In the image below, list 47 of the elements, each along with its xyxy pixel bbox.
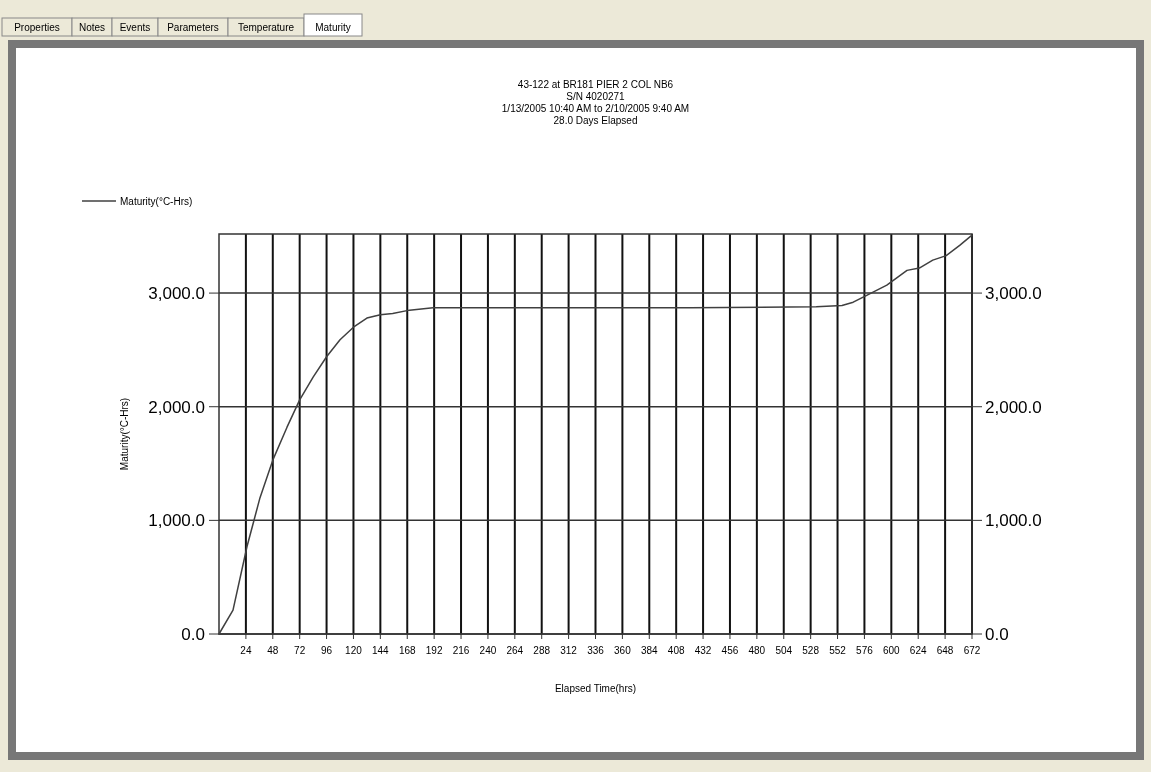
x-tick-label: 168 [398, 645, 417, 656]
x-tick-label: 432 [694, 645, 712, 656]
y2-tick-label: 1,000.0 [985, 511, 1042, 531]
x-tick-label: 120 [345, 645, 363, 656]
y2-tick-label: 3,000.0 [985, 284, 1042, 304]
chart-title: 43-122 at BR181 PIER 2 COL NB6 [517, 79, 674, 90]
x-tick-label: 144 [372, 645, 390, 656]
x-tick-label: 24 [240, 645, 252, 656]
x-tick-label: 360 [614, 645, 632, 656]
x-tick-label: 456 [721, 645, 739, 656]
x-tick-label: 408 [667, 645, 685, 656]
x-tick-label: 552 [829, 645, 847, 656]
y-tick-label: 3,000.0 [148, 284, 205, 304]
text: Notes [78, 22, 106, 33]
x-tick-label: 192 [425, 645, 443, 656]
y2-tick-label: 2,000.0 [985, 397, 1042, 417]
text: Parameters [167, 22, 219, 33]
x-tick-label: 48 [267, 645, 279, 656]
x-tick-label: 528 [802, 645, 820, 656]
x-tick-label: 264 [506, 645, 524, 656]
x-tick-label: 96 [321, 645, 333, 656]
x-tick-label: 384 [640, 645, 659, 656]
x-tick-label: 624 [909, 645, 927, 656]
y-tick-label: 2,000.0 [148, 397, 205, 417]
x-tick-label: 312 [560, 645, 578, 656]
chart-subtitle: S/N 4020271 1/13/2005 10:40 AM to 2/10/2005 9:40 AM 28.0 Days Elapsed [501, 91, 690, 126]
x-tick-label: 72 [294, 645, 306, 656]
x-tick-label: 336 [587, 645, 605, 656]
y2-tick-label: 0.0 [985, 625, 1009, 644]
x-tick-label: 216 [452, 645, 470, 656]
x-axis-title: Elapsed Time(hrs) [554, 683, 637, 694]
y-tick-label: 0.0 [181, 625, 205, 644]
x-tick-label: 672 [963, 645, 981, 656]
text: Events [119, 22, 151, 33]
text: Maturity [315, 22, 351, 33]
text: Temperature [237, 22, 295, 33]
y-axis-title: Maturity(°C-Hrs) [119, 397, 130, 471]
text: Properties [14, 22, 60, 33]
x-tick-label: 504 [775, 645, 793, 656]
x-tick-label: 288 [533, 645, 551, 656]
x-tick-label: 600 [882, 645, 901, 656]
x-tick-label: 240 [479, 645, 497, 656]
y-tick-label: 1,000.0 [148, 511, 205, 531]
x-tick-label: 480 [748, 645, 766, 656]
x-tick-label: 648 [936, 645, 954, 656]
legend-label: Maturity(°C-Hrs) [120, 196, 193, 207]
x-tick-label: 576 [856, 645, 874, 656]
